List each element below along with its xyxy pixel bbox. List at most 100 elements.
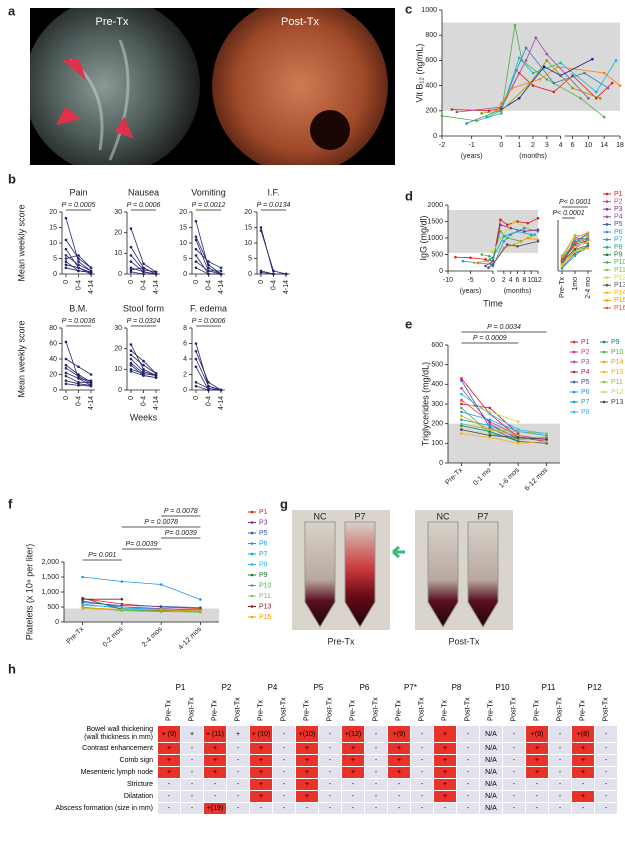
x-tick-label: 4-14 (218, 280, 225, 294)
y-axis-label: Mean weekly score (16, 320, 26, 397)
y-tick-label: 500 (47, 604, 59, 611)
x-tick-label: 1mo (572, 277, 579, 291)
data-point (207, 384, 210, 388)
legend-label: P9 (611, 339, 620, 346)
y-axis-label: Mean weekly score (16, 204, 26, 281)
subheader-text: Post-Tx (372, 696, 380, 721)
table-cell: + (571, 754, 595, 767)
table-cell: + (249, 778, 273, 791)
p-value: P = 0.0078 (164, 508, 198, 515)
data-point (610, 81, 614, 85)
y-tick-label: 0 (53, 271, 57, 278)
table-cell: + (295, 742, 319, 755)
subheader-text: Pre-Tx (303, 699, 311, 721)
image-label: Pre-Tx (96, 16, 130, 28)
x-tick-label: 4-14 (88, 396, 95, 410)
data-point (545, 438, 548, 441)
y-tick-label: 200 (431, 421, 443, 428)
data-point (259, 226, 263, 229)
legend-label: P16 (614, 305, 625, 312)
table-cell: - (594, 742, 618, 755)
data-point (488, 418, 492, 422)
legend-label: P15 (611, 369, 624, 376)
x-tick-label: 4-12 mos (178, 625, 204, 651)
header-row: P1 P2 P4 P5 P6 P7* P8 P10 P11 P12 (5, 680, 618, 695)
data-point (81, 575, 84, 579)
table-cell: - (387, 802, 411, 815)
data-point (454, 255, 457, 259)
legend-dot (572, 350, 576, 354)
data-point (77, 266, 80, 270)
table-cell: - (594, 790, 618, 803)
table-cell: - (249, 802, 273, 815)
table-cell: + (525, 766, 549, 779)
corner (5, 680, 158, 695)
y-tick-label: 300 (431, 401, 443, 408)
series-line (82, 576, 201, 600)
y-tick-label: 600 (425, 57, 437, 64)
y-tick-label: 2 (183, 371, 187, 378)
x-tick-label: 12 (534, 277, 542, 284)
y-tick-label: 10 (179, 240, 187, 247)
data-point (129, 254, 133, 257)
p-value: P = 0.0134 (257, 202, 291, 209)
p-value: P = 0.0006 (192, 318, 226, 325)
legend-label: P10 (259, 582, 272, 589)
table-cell: - (341, 802, 365, 815)
data-point (207, 380, 210, 384)
data-point (491, 251, 495, 255)
data-point (207, 388, 210, 392)
data-point (142, 374, 145, 377)
panel-label: g (280, 496, 288, 511)
table-cell: N/A (479, 742, 503, 755)
table-cell: - (364, 766, 388, 779)
x-tick-label: Pre-Tx (66, 625, 86, 645)
data-point (512, 220, 516, 223)
data-point (488, 428, 492, 431)
data-point (194, 357, 198, 361)
table-cell: - (226, 802, 250, 815)
data-point (120, 608, 124, 611)
table-cell: - (594, 778, 618, 791)
data-point (516, 442, 520, 445)
table-cell: - (157, 790, 181, 803)
y-tick-label: 200 (425, 108, 437, 115)
data-point (129, 363, 133, 367)
legend-label: P5 (259, 530, 268, 537)
series-line (461, 433, 547, 444)
data-point (516, 420, 520, 424)
p-value: P = 0.0324 (127, 318, 161, 325)
legend-dot (602, 340, 606, 344)
table-cell: - (364, 778, 388, 791)
table-cell: - (594, 802, 618, 815)
series-line (461, 429, 547, 440)
data-point (154, 376, 158, 379)
table-cell: + (571, 766, 595, 779)
chart-title: Pain (69, 187, 87, 197)
subheader: Pre-Tx (571, 694, 595, 726)
data-point (199, 606, 202, 609)
y-tick-label: 10 (114, 250, 122, 257)
data-point (77, 269, 80, 273)
data-point (516, 438, 520, 441)
legend-dot (572, 340, 576, 344)
data-point (129, 266, 133, 270)
x-tick-label: 18 (616, 142, 624, 149)
table-cell: + (433, 778, 457, 791)
x-tick-label: 2-4 mos (141, 625, 164, 648)
legend-dot (605, 268, 609, 272)
data-point (505, 223, 509, 227)
y-tick-label: 400 (431, 381, 443, 388)
table-cell: N/A (479, 725, 503, 743)
table-cell: - (548, 742, 572, 755)
x-segment-label: (years) (460, 288, 482, 295)
data-point (484, 258, 487, 261)
row-label: Stricture (4, 778, 158, 791)
table-cell: + (433, 742, 457, 755)
y-tick-label: 0 (55, 619, 59, 626)
series-line (481, 59, 601, 114)
y-tick-label: 1500 (427, 218, 443, 225)
table-cell: + (9) (157, 725, 181, 743)
table-cell: - (548, 790, 572, 803)
y-tick-label: 5 (248, 255, 252, 262)
